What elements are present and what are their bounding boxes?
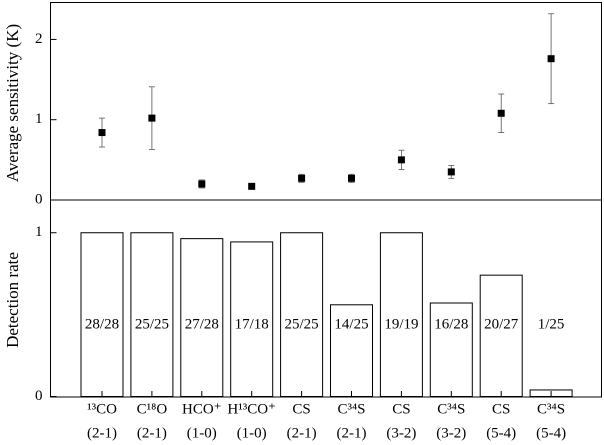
bar (180, 238, 224, 397)
bar (80, 232, 124, 397)
y-axis-label: Detection rate (3, 252, 22, 348)
point (298, 174, 306, 182)
point (497, 109, 505, 117)
point (348, 174, 355, 182)
bar-label: 28/28 (85, 316, 119, 332)
x-tick-sublabel: (2-1) (137, 425, 167, 441)
point (447, 168, 455, 176)
y-tick-label: 0 (35, 191, 43, 207)
x-tick-label: H¹³CO⁺ (227, 401, 276, 417)
bar (429, 302, 473, 397)
bar (330, 304, 373, 397)
bar-label: 17/18 (235, 316, 269, 332)
bar (280, 232, 324, 397)
point (198, 180, 206, 188)
bottom-frame (50, 199, 602, 398)
x-tick-sublabel: (2-1) (337, 425, 367, 441)
point (98, 129, 106, 137)
point (397, 156, 405, 164)
x-tick-sublabel: (2-1) (87, 425, 117, 441)
y-tick-label: 0 (35, 388, 43, 404)
bar (230, 241, 274, 397)
bar (379, 232, 423, 397)
point (248, 182, 256, 190)
bar-label: 14/25 (334, 316, 368, 332)
x-tick-label: ¹³CO (87, 401, 117, 417)
bar-label: 19/19 (384, 316, 418, 332)
x-tick-sublabel: (1-0) (187, 425, 217, 441)
x-tick-label: CS (292, 401, 310, 417)
bar-label: 25/25 (135, 316, 169, 332)
x-tick-label: C³⁴S (437, 401, 465, 417)
x-tick-sublabel: (1-0) (237, 425, 267, 441)
bar (479, 274, 523, 398)
x-tick-label: C³⁴S (337, 401, 365, 417)
x-tick-sublabel: (3-2) (386, 425, 416, 441)
point (148, 114, 156, 122)
x-tick-sublabel: (5-4) (536, 425, 566, 441)
bar-label: 25/25 (285, 316, 319, 332)
x-tick-sublabel: (3-2) (436, 425, 466, 441)
y-tick-label: 2 (35, 31, 43, 47)
y-tick-label: 1 (35, 224, 43, 240)
x-tick-sublabel: (2-1) (287, 425, 317, 441)
x-tick-label: HCO⁺ (182, 401, 222, 417)
bar-label: 1/25 (538, 316, 565, 332)
bar-label: 20/27 (484, 316, 519, 332)
bar-label: 27/28 (185, 316, 219, 332)
x-tick-sublabel: (5-4) (486, 425, 516, 441)
x-tick-label: CS (392, 401, 410, 417)
y-axis-label: Average sensitivity (K) (3, 24, 22, 182)
x-tick-label: C¹⁸O (137, 401, 168, 417)
bar (130, 232, 174, 397)
y-tick-label: 1 (35, 111, 43, 127)
top-frame (50, 2, 602, 201)
x-tick-label: C³⁴S (537, 401, 565, 417)
point (547, 55, 555, 63)
bar-label: 16/28 (434, 316, 468, 332)
x-tick-label: CS (492, 401, 510, 417)
